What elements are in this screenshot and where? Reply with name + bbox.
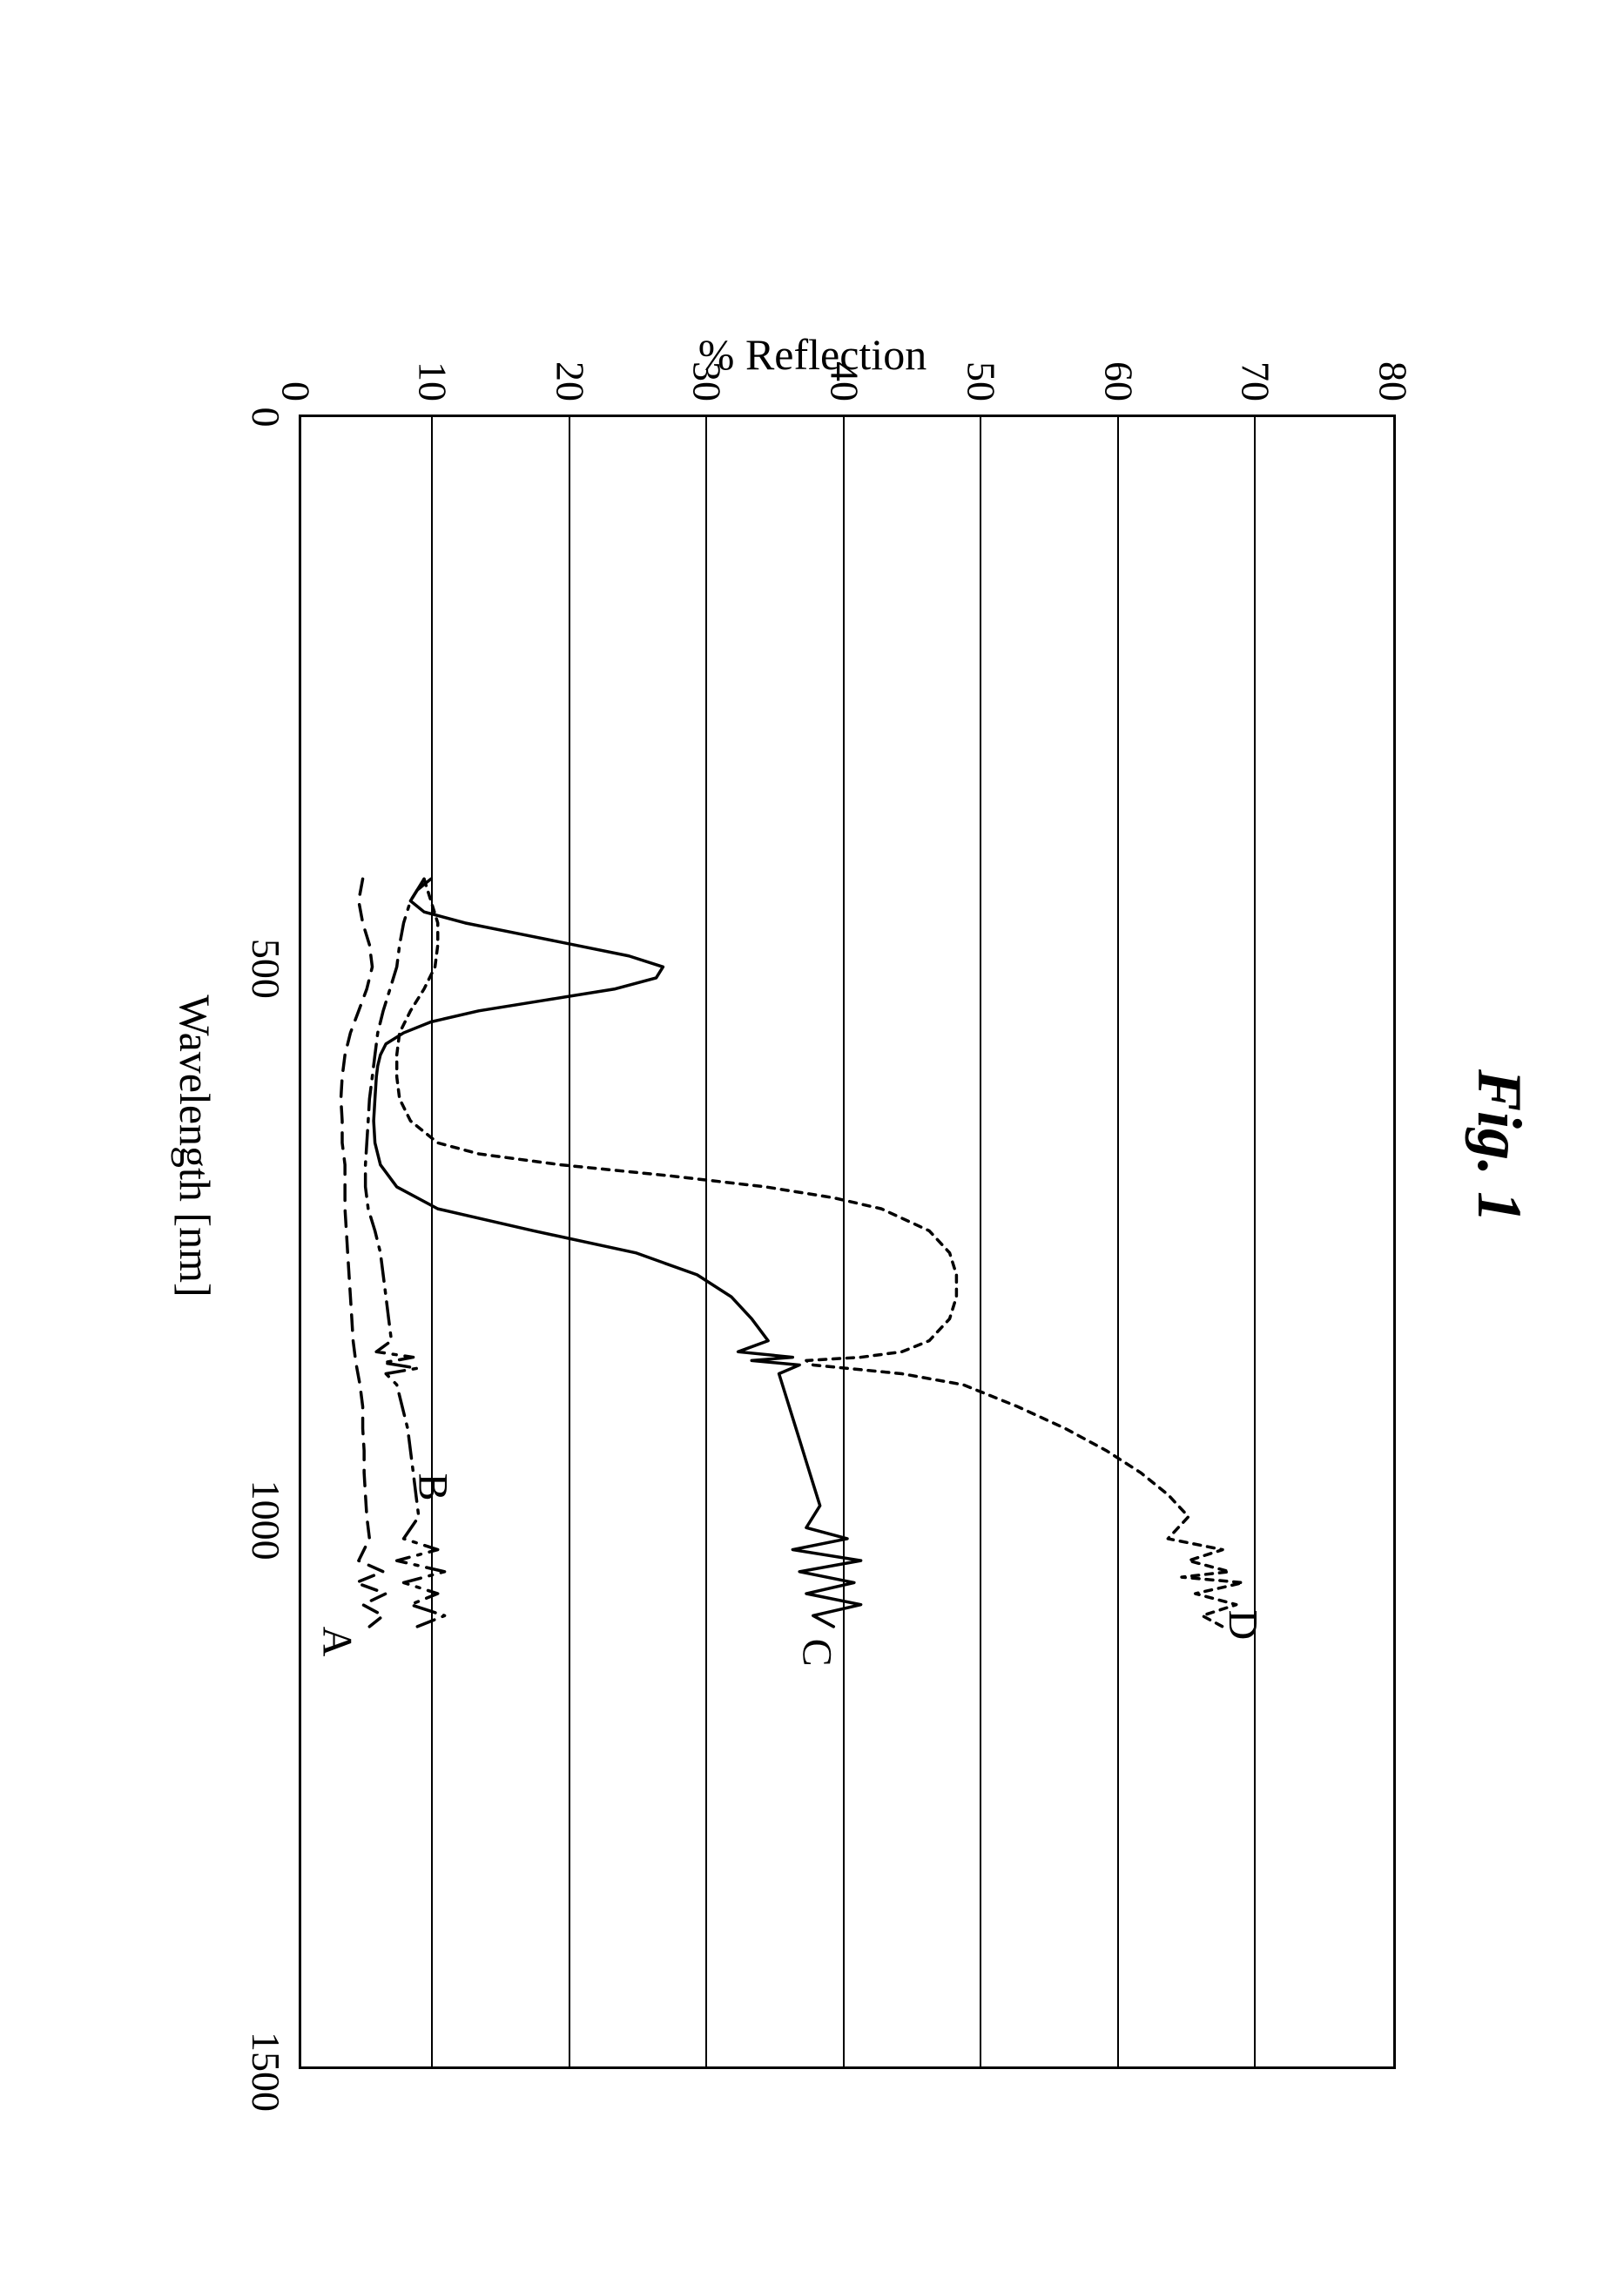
y-tick-label: 40 [821, 361, 867, 417]
gridline-horizontal [1117, 417, 1119, 2066]
y-axis-label: % Reflection [697, 329, 926, 380]
y-tick-label: 10 [410, 361, 456, 417]
x-tick-label: 0 [243, 408, 301, 428]
gridline-horizontal [431, 417, 433, 2066]
series-label-B: B [409, 1473, 457, 1501]
gridline-horizontal [1254, 417, 1256, 2066]
x-axis-label: Wavelength [nm] [170, 994, 220, 1297]
series-C [374, 879, 861, 1627]
plot-area: 01020304050607080050010001500ABCD [299, 415, 1396, 2069]
figure-title: Fig. 1 [1463, 1069, 1535, 1223]
x-tick-label: 1000 [243, 1480, 301, 1561]
chart-curves [301, 417, 1393, 2066]
series-A [340, 879, 386, 1627]
y-tick-label: 60 [1095, 361, 1142, 417]
gridline-horizontal [980, 417, 981, 2066]
y-tick-label: 80 [1370, 361, 1416, 417]
series-label-C: C [793, 1639, 841, 1667]
series-label-A: A [313, 1627, 361, 1657]
x-tick-label: 1500 [243, 2032, 301, 2112]
gridline-horizontal [705, 417, 707, 2066]
figure-container: Fig. 1 % Reflection 01020304050607080050… [72, 101, 1553, 2191]
y-tick-label: 20 [547, 361, 593, 417]
x-tick-label: 500 [243, 939, 301, 999]
series-label-D: D [1218, 1610, 1266, 1641]
figure: Fig. 1 % Reflection 01020304050607080050… [72, 101, 1553, 2191]
y-tick-label: 30 [684, 361, 731, 417]
y-tick-label: 70 [1233, 361, 1279, 417]
gridline-horizontal [843, 417, 845, 2066]
gridline-horizontal [569, 417, 570, 2066]
y-tick-label: 50 [959, 361, 1005, 417]
series-D [396, 879, 1243, 1627]
